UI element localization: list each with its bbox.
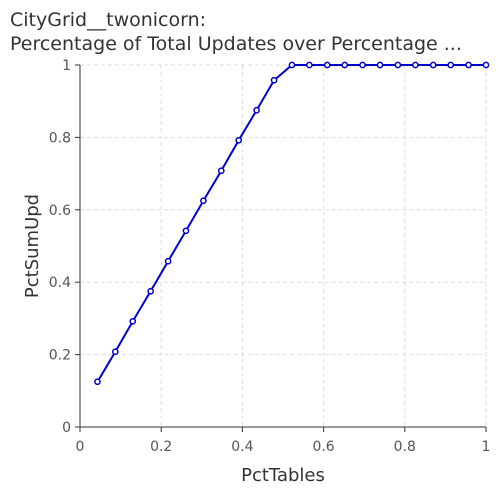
data-point-0-18 bbox=[412, 61, 419, 69]
data-point-0-16 bbox=[376, 61, 384, 69]
data-point-0-9 bbox=[253, 106, 260, 114]
y-tick-label-2: 0.4 bbox=[49, 275, 71, 291]
data-point-0-17 bbox=[394, 61, 402, 69]
data-point-0-5 bbox=[182, 227, 190, 235]
y-tick-label-1: 0.2 bbox=[49, 348, 71, 364]
data-point-0-22 bbox=[482, 61, 490, 69]
data-point-0-10 bbox=[270, 76, 278, 84]
data-point-0-3 bbox=[147, 287, 154, 295]
grid-lines bbox=[80, 64, 487, 427]
data-point-0-6 bbox=[200, 197, 207, 205]
x-tick-label-2: 0.4 bbox=[231, 439, 253, 455]
data-point-0-7 bbox=[217, 167, 225, 175]
data-point-0-20 bbox=[447, 61, 455, 69]
data-point-0-0 bbox=[94, 378, 101, 386]
data-point-0-13 bbox=[323, 61, 331, 69]
data-point-0-8 bbox=[235, 136, 243, 144]
x-axis-title: PctTables bbox=[241, 465, 325, 486]
x-tick-label-1: 0.2 bbox=[150, 439, 172, 455]
y-tick-label-5: 1 bbox=[62, 58, 71, 74]
data-point-0-2 bbox=[129, 317, 137, 325]
x-tick-label-4: 0.8 bbox=[394, 439, 416, 455]
chart-title-line-1: CityGrid__twonicorn: bbox=[10, 9, 207, 31]
data-point-0-11 bbox=[288, 61, 296, 69]
y-axis-title: PctSumUpd bbox=[22, 194, 43, 298]
series-group bbox=[94, 61, 490, 386]
x-tick-label-0: 0 bbox=[76, 439, 85, 455]
series-line-0 bbox=[96, 64, 486, 383]
axes bbox=[79, 65, 486, 428]
data-point-0-12 bbox=[306, 61, 313, 69]
y-tick-label-3: 0.6 bbox=[49, 203, 71, 219]
data-point-0-19 bbox=[429, 61, 437, 69]
y-tick-label-4: 0.8 bbox=[49, 130, 71, 146]
chart-title-line-2: Percentage of Total Updates over Percent… bbox=[10, 33, 462, 55]
x-tick-label-5: 1 bbox=[482, 439, 491, 455]
data-point-0-15 bbox=[359, 61, 366, 69]
data-point-0-21 bbox=[465, 61, 472, 69]
data-point-0-1 bbox=[111, 348, 119, 356]
y-tick-label-0: 0 bbox=[62, 420, 71, 436]
data-point-0-14 bbox=[341, 61, 349, 69]
x-tick-label-3: 0.6 bbox=[312, 439, 334, 455]
data-point-0-4 bbox=[164, 257, 172, 265]
tick-labels: 0 0.2 0.4 0.6 0.8 1 0 0.2 0.4 0.6 0.8 1 bbox=[49, 58, 491, 455]
